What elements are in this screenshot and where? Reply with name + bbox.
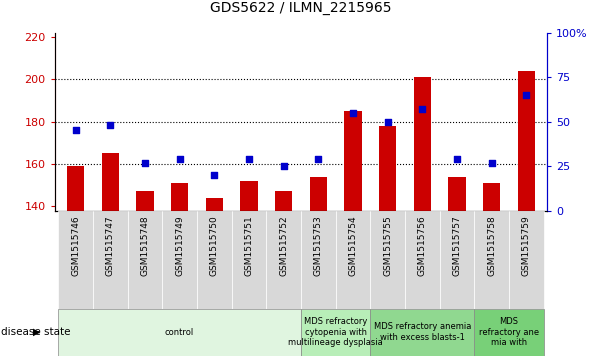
Bar — [405, 211, 440, 309]
Bar — [344, 111, 362, 211]
Text: GSM1515746: GSM1515746 — [71, 215, 80, 276]
Bar — [474, 211, 509, 309]
Text: GSM1515749: GSM1515749 — [175, 215, 184, 276]
Text: GSM1515756: GSM1515756 — [418, 215, 427, 276]
Bar — [102, 153, 119, 211]
Bar — [162, 211, 197, 309]
Text: GSM1515754: GSM1515754 — [348, 215, 358, 276]
Text: GSM1515748: GSM1515748 — [140, 215, 150, 276]
Point — [71, 128, 80, 134]
Bar — [301, 309, 370, 356]
Bar — [440, 211, 474, 309]
Bar — [232, 211, 266, 309]
Text: GSM1515752: GSM1515752 — [279, 215, 288, 276]
Text: GSM1515751: GSM1515751 — [244, 215, 254, 276]
Point — [244, 156, 254, 162]
Bar — [509, 211, 544, 309]
Bar — [474, 309, 544, 356]
Text: GSM1515757: GSM1515757 — [452, 215, 461, 276]
Bar — [379, 126, 396, 211]
Bar — [301, 211, 336, 309]
Point — [487, 160, 497, 166]
Bar — [448, 177, 466, 211]
Bar — [309, 177, 327, 211]
Text: control: control — [165, 328, 194, 337]
Text: GSM1515755: GSM1515755 — [383, 215, 392, 276]
Bar — [197, 211, 232, 309]
Point — [278, 163, 288, 169]
Point — [522, 92, 531, 98]
Bar — [58, 211, 93, 309]
Point — [140, 160, 150, 166]
Point — [348, 110, 358, 115]
Bar — [93, 211, 128, 309]
Bar — [483, 183, 500, 211]
Point — [105, 122, 115, 128]
Text: GSM1515758: GSM1515758 — [487, 215, 496, 276]
Bar — [171, 183, 188, 211]
Bar — [275, 192, 292, 211]
Text: GSM1515753: GSM1515753 — [314, 215, 323, 276]
Text: disease state: disease state — [1, 327, 70, 337]
Point — [383, 119, 393, 125]
Bar — [67, 166, 84, 211]
Point — [209, 172, 219, 178]
Bar — [336, 211, 370, 309]
Point — [174, 156, 184, 162]
Bar — [266, 211, 301, 309]
Text: MDS refractory anemia
with excess blasts-1: MDS refractory anemia with excess blasts… — [374, 322, 471, 342]
Point — [452, 156, 462, 162]
Text: GSM1515750: GSM1515750 — [210, 215, 219, 276]
Bar — [206, 198, 223, 211]
Text: GDS5622 / ILMN_2215965: GDS5622 / ILMN_2215965 — [210, 0, 392, 15]
Text: GSM1515759: GSM1515759 — [522, 215, 531, 276]
Bar — [370, 309, 474, 356]
Point — [418, 106, 427, 112]
Bar — [128, 211, 162, 309]
Bar — [240, 181, 258, 211]
Text: MDS refractory
cytopenia with
multilineage dysplasia: MDS refractory cytopenia with multilinea… — [288, 317, 383, 347]
Text: MDS
refractory ane
mia with: MDS refractory ane mia with — [479, 317, 539, 347]
Bar — [413, 77, 431, 211]
Bar — [370, 211, 405, 309]
Bar — [518, 71, 535, 211]
Text: GSM1515747: GSM1515747 — [106, 215, 115, 276]
Bar — [136, 192, 154, 211]
Text: ▶: ▶ — [33, 327, 41, 337]
Point — [314, 156, 323, 162]
Bar — [58, 309, 301, 356]
